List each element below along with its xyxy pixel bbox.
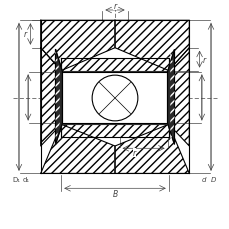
Polygon shape: [168, 49, 188, 146]
Polygon shape: [167, 50, 174, 144]
Text: d: d: [201, 176, 205, 182]
Polygon shape: [55, 50, 62, 144]
Text: D₁: D₁: [13, 176, 21, 182]
Polygon shape: [41, 125, 114, 174]
Polygon shape: [41, 21, 114, 71]
Polygon shape: [114, 125, 188, 174]
Text: r: r: [113, 2, 116, 11]
Text: r: r: [24, 30, 27, 39]
Polygon shape: [61, 59, 168, 71]
Text: B: B: [112, 189, 117, 198]
Text: r: r: [202, 55, 205, 64]
Text: D: D: [210, 176, 215, 182]
Polygon shape: [114, 21, 188, 71]
Polygon shape: [61, 125, 168, 137]
Text: d₁: d₁: [22, 176, 29, 182]
Circle shape: [92, 76, 137, 121]
Polygon shape: [61, 72, 168, 124]
Polygon shape: [41, 49, 61, 146]
Text: r: r: [132, 148, 135, 157]
